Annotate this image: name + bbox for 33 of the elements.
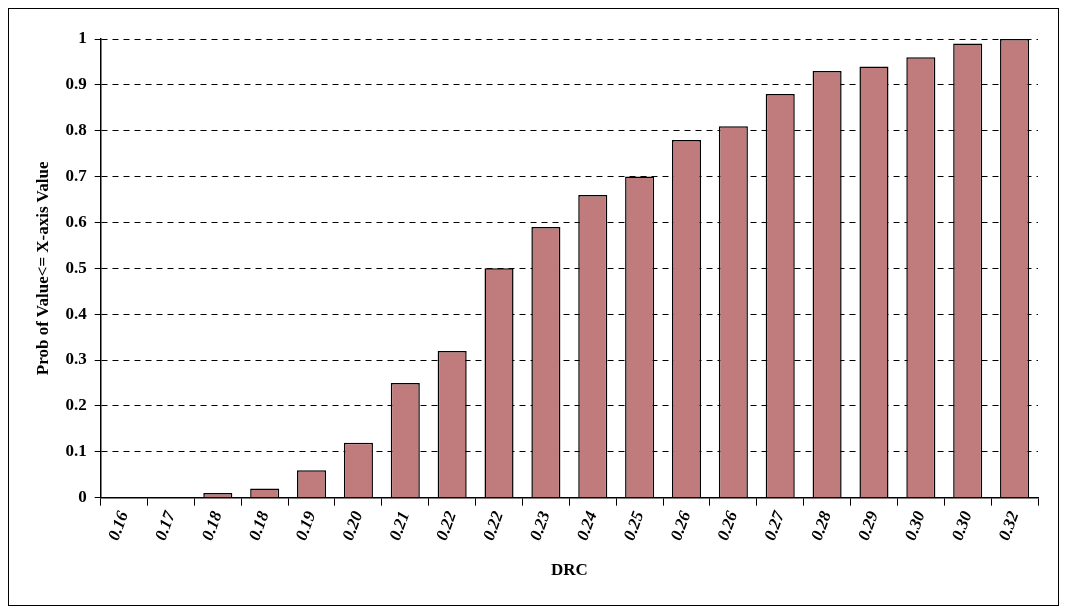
x-tick-label: 0.27: [760, 507, 789, 543]
x-tick-label: 0.17: [150, 507, 180, 543]
x-tick-label: 0.18: [197, 508, 226, 543]
y-tick-label: 0.3: [65, 349, 87, 369]
x-tick-label: 0.24: [572, 508, 601, 543]
x-tick-label: 0.22: [432, 508, 461, 543]
x-tick-label: 0.16: [103, 508, 133, 543]
y-tick-label: 0: [78, 487, 87, 507]
y-tick-label: 0.9: [65, 74, 87, 94]
x-tick-label: 0.20: [338, 508, 367, 543]
x-tick-label: 0.22: [478, 508, 508, 543]
x-tick-label: 0.26: [713, 508, 742, 543]
x-tick-label: 0.28: [806, 508, 836, 543]
y-axis-title: Prob of Value<= X-axis Value: [32, 161, 52, 376]
y-tick-label: 0.6: [65, 211, 87, 231]
x-tick-label: 0.30: [900, 508, 929, 543]
y-tick-label: 0.4: [65, 303, 88, 323]
x-tick-label: 0.30: [947, 508, 976, 543]
y-tick-label: 0.2: [65, 395, 87, 415]
y-tick-label: 0.1: [65, 441, 87, 461]
x-tick-label: 0.18: [244, 508, 273, 543]
x-tick-label: 0.25: [619, 508, 648, 543]
x-tick-label: 0.21: [385, 508, 414, 543]
x-tick-label: 0.26: [666, 508, 695, 543]
x-tick-label: 0.32: [994, 508, 1023, 543]
x-tick-label: 0.23: [525, 508, 554, 543]
x-tick-label: 0.29: [853, 508, 883, 543]
y-tick-label: 0.8: [65, 120, 87, 140]
x-tick-label: 0.19: [291, 508, 320, 543]
y-tick-label: 0.5: [65, 257, 87, 277]
y-tick-label: 0.7: [65, 165, 88, 185]
y-tick-label: 1: [78, 28, 87, 48]
x-axis-title: DRC: [550, 560, 588, 580]
